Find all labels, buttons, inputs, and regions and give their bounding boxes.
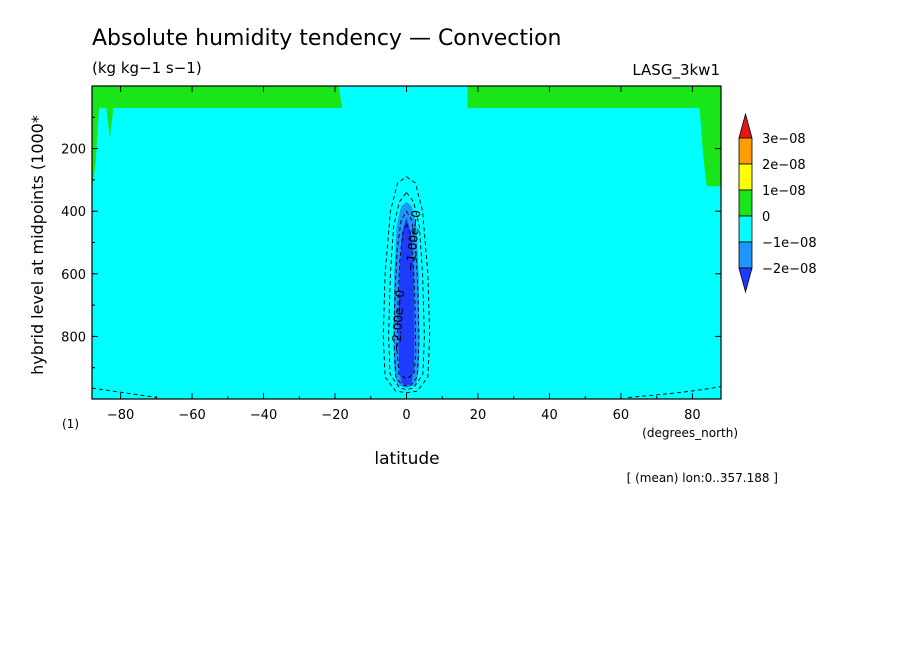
contour-line-3 [393, 210, 420, 387]
contour-label-2: −1.00e−0 [403, 209, 423, 272]
contour-line-1 [382, 176, 431, 394]
x-tick-label: 20 [470, 408, 487, 423]
x-tick-label: 80 [684, 408, 701, 423]
colorbar-swatch [738, 241, 753, 269]
colorbar-swatch [738, 137, 753, 165]
colorbar-label: 0 [762, 210, 770, 225]
contour-line-4 [396, 222, 417, 380]
mean-note: [ (mean) lon:0..357.188 ] [627, 471, 778, 485]
chart-units: (kg kg−1 s−1) [92, 59, 202, 77]
x-tick-label: −20 [321, 408, 348, 423]
x-tick-label: −80 [107, 408, 134, 423]
colorbar-extend-top [738, 112, 753, 139]
region-darkblue-core [398, 217, 415, 386]
colorbar-label: 2e−08 [762, 158, 806, 173]
colorbar: 3e−08 2e−08 1e−08 0 −1e−08 −2e−08 [738, 112, 817, 294]
contour-arc-north [628, 386, 722, 398]
y-axis-label: hybrid level at midpoints (1000* [28, 115, 47, 375]
colorbar-swatch [738, 215, 753, 243]
contour-lines [91, 176, 722, 398]
colorbar-label: −2e−08 [762, 262, 817, 277]
colorbar-label: 1e−08 [762, 184, 806, 199]
y-axis: 200 400 600 800 [61, 116, 721, 369]
chart-title: Absolute humidity tendency — Convection [92, 26, 562, 51]
colorbar-swatch [738, 163, 753, 191]
x-tick-label: 40 [541, 408, 558, 423]
x-axis-label: latitude [374, 449, 439, 469]
x-tick-label: 60 [613, 408, 630, 423]
contour-label-1: −2.00e−0 [389, 290, 407, 353]
contour-line-2 [388, 191, 425, 391]
colorbar-swatch [738, 189, 753, 217]
colorbar-label: −1e−08 [762, 236, 817, 251]
plot-area: −2.00e−0 −1.00e−0 [91, 85, 722, 400]
x-tick-label: −60 [178, 408, 205, 423]
x-axis: −80 −60 −40 −20 0 20 40 60 80 [107, 86, 701, 423]
y-tick-label: 600 [61, 268, 86, 283]
x-tick-label: 0 [402, 408, 410, 423]
region-green-top-layer [92, 86, 721, 190]
colorbar-extend-bottom [738, 267, 753, 294]
x-tick-label: −40 [250, 408, 277, 423]
y-tick-label: 200 [61, 143, 86, 158]
model-name: LASG_3kw1 [632, 61, 720, 80]
colorbar-label: 3e−08 [762, 132, 806, 147]
contour-arc-south [91, 387, 157, 398]
y-axis-units: (1) [62, 417, 79, 431]
y-tick-label: 800 [61, 330, 86, 345]
y-tick-label: 400 [61, 205, 86, 220]
x-axis-units: (degrees_north) [642, 426, 738, 440]
